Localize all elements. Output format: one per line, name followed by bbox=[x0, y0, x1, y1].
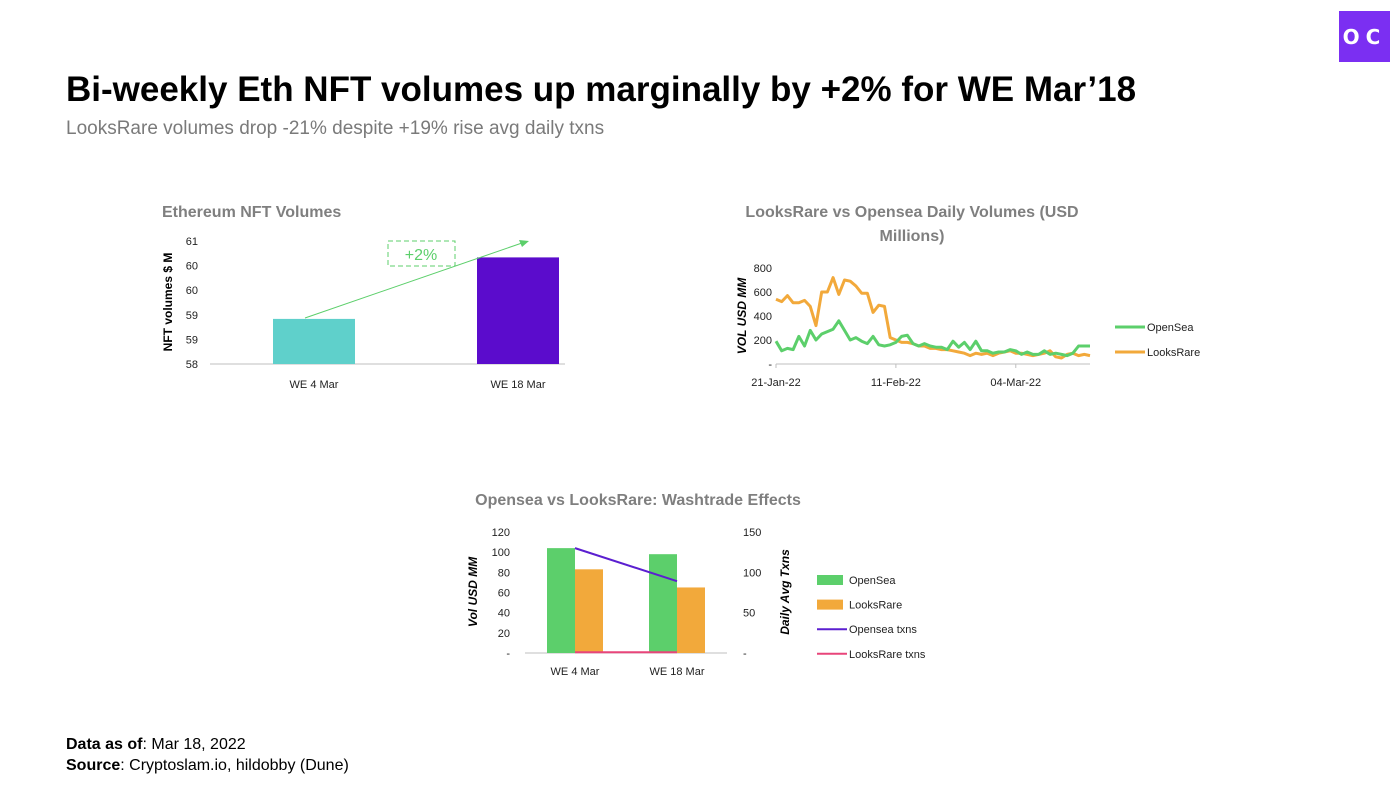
source: Source: Cryptoslam.io, hildobby (Dune) bbox=[66, 757, 349, 775]
source-value: : Cryptoslam.io, hildobby (Dune) bbox=[120, 757, 349, 774]
chart2-title-line2: Millions) bbox=[880, 228, 945, 245]
chart3-y-tick: 120 bbox=[492, 527, 510, 539]
chart1-x-tick: WE 4 Mar bbox=[290, 379, 339, 391]
data-as-of: Data as of: Mar 18, 2022 bbox=[66, 736, 246, 754]
data-as-of-value: : Mar 18, 2022 bbox=[142, 736, 246, 753]
chart2-line-opensea bbox=[774, 319, 1090, 358]
washtrade-chart: Opensea vs LooksRare: Washtrade Effects … bbox=[466, 492, 926, 678]
chart3-legend-swatch bbox=[817, 599, 843, 610]
chart3-legend-label: OpenSea bbox=[849, 575, 896, 587]
chart1-y-tick: 58 bbox=[186, 359, 198, 371]
chart1-y-tick: 59 bbox=[186, 334, 198, 346]
chart3-y-tick: 20 bbox=[498, 628, 510, 640]
chart2-y-tick: - bbox=[768, 359, 772, 371]
daily-volumes-chart: LooksRare vs Opensea Daily Volumes (USD … bbox=[735, 204, 1200, 389]
chart3-legend-swatch bbox=[817, 575, 843, 585]
chart3-legend-label: LooksRare bbox=[849, 600, 902, 612]
chart2-x-tick: 21-Jan-22 bbox=[751, 377, 801, 389]
chart1-y-tick: 60 bbox=[186, 261, 198, 273]
chart3-y2-tick: 50 bbox=[743, 608, 755, 620]
chart2-x-tick: 11-Feb-22 bbox=[871, 377, 921, 389]
chart2-legend-label: OpenSea bbox=[1147, 322, 1194, 334]
chart3-y2-tick: - bbox=[743, 648, 747, 660]
chart2-title-line1: LooksRare vs Opensea Daily Volumes (USD bbox=[745, 204, 1078, 221]
chart3-y-tick: 40 bbox=[498, 608, 510, 620]
chart3-bar-opensea bbox=[547, 548, 575, 653]
chart2-y-tick: 800 bbox=[754, 263, 772, 275]
chart3-y-tick: 60 bbox=[498, 588, 510, 600]
brand-logo: OC bbox=[1339, 11, 1390, 62]
page-subtitle: LooksRare volumes drop -21% despite +19%… bbox=[66, 118, 605, 139]
ethereum-nft-volumes-chart: Ethereum NFT Volumes NFT volumes $ M 58 5… bbox=[161, 204, 565, 391]
chart1-bar bbox=[477, 257, 559, 364]
chart2-y-tick: 600 bbox=[754, 287, 772, 299]
growth-annotation: +2% bbox=[405, 247, 437, 264]
chart3-y-axis-title: Vol USD MM bbox=[466, 556, 480, 627]
growth-annotation-box bbox=[387, 240, 456, 267]
chart3-bar-looksrare bbox=[575, 569, 603, 653]
chart3-y2-tick: 100 bbox=[743, 567, 761, 579]
chart3-y-tick: 100 bbox=[492, 547, 510, 559]
chart1-bar bbox=[273, 318, 355, 364]
chart3-legend-label: Opensea txns bbox=[849, 624, 917, 636]
chart3-bar-looksrare bbox=[677, 587, 705, 653]
chart1-x-tick: WE 18 Mar bbox=[490, 379, 545, 391]
chart3-y2-axis-title: Daily Avg Txns bbox=[778, 549, 792, 635]
chart3-line-opensea-txns bbox=[574, 547, 678, 583]
chart3-bar-opensea bbox=[649, 554, 677, 653]
chart1-y-tick: 61 bbox=[186, 236, 198, 248]
chart3-legend-label: LooksRare txns bbox=[849, 649, 926, 661]
chart2-legend-label: LooksRare bbox=[1147, 347, 1200, 359]
chart1-y-tick: 60 bbox=[186, 285, 198, 297]
chart3-x-tick: WE 18 Mar bbox=[649, 666, 704, 678]
chart2-y-tick: 400 bbox=[754, 311, 772, 323]
page-title: Bi-weekly Eth NFT volumes up marginally … bbox=[66, 70, 1137, 109]
source-label: Source bbox=[66, 757, 121, 774]
growth-arrow-head bbox=[519, 240, 529, 247]
growth-arrow bbox=[304, 242, 523, 319]
chart1-y-tick: 59 bbox=[186, 310, 198, 322]
chart3-y2-tick: 150 bbox=[743, 527, 761, 539]
chart3-y-tick: - bbox=[506, 648, 510, 660]
chart3-y-tick: 80 bbox=[498, 567, 510, 579]
chart1-title: Ethereum NFT Volumes bbox=[162, 204, 341, 221]
chart2-y-tick: 200 bbox=[754, 335, 772, 347]
chart3-title: Opensea vs LooksRare: Washtrade Effects bbox=[475, 492, 801, 509]
data-as-of-label: Data as of bbox=[66, 736, 143, 753]
chart3-x-tick: WE 4 Mar bbox=[551, 666, 600, 678]
chart1-y-axis-title: NFT volumes $ M bbox=[161, 253, 175, 352]
chart2-y-axis-title: VOL USD MM bbox=[735, 277, 749, 354]
chart2-x-tick: 04-Mar-22 bbox=[990, 377, 1041, 389]
